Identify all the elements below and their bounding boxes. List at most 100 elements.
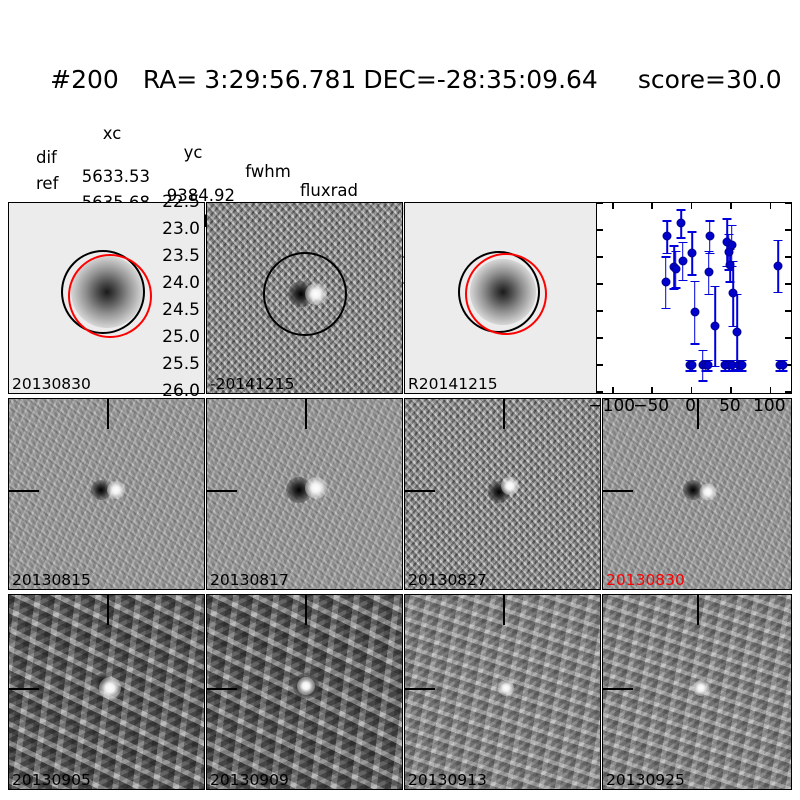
error-bar-cap [678, 279, 688, 282]
crosshair-tick-top [697, 399, 699, 429]
light-curve-plot[interactable] [596, 202, 792, 394]
error-bar-cap [698, 349, 708, 352]
x-axis-tick [730, 387, 732, 393]
crosshair-tick-left [207, 688, 237, 691]
source-positive [692, 680, 709, 697]
error-bar-cap [710, 365, 720, 368]
data-point[interactable] [737, 360, 747, 370]
data-point[interactable] [725, 260, 735, 270]
row-dif-yc: 9384.92 [166, 186, 235, 205]
x-axis-tick-label: 0 [685, 396, 696, 416]
data-point[interactable] [728, 288, 738, 298]
data-point[interactable] [704, 267, 714, 277]
crosshair-tick-top [697, 595, 699, 625]
data-point[interactable] [705, 231, 715, 241]
score-value: 30.0 [725, 65, 782, 94]
error-bar-cap [662, 220, 672, 222]
header-block: #200 RA= 3:29:56.781 DEC=-28:35:09.64 sc… [0, 0, 800, 383]
panel-label: 20130830 [12, 375, 91, 393]
aperture-circle-red [465, 253, 548, 336]
y-axis-tick-label: 24.5 [162, 300, 200, 320]
data-point[interactable] [778, 360, 788, 370]
crosshair-tick-top [304, 595, 307, 625]
crosshair-tick-top [502, 399, 505, 429]
panel-label: 20130913 [408, 771, 487, 789]
y-axis-tick [597, 202, 603, 204]
crosshair-tick-top [106, 399, 109, 429]
error-bar-cap [727, 370, 737, 372]
error-bar-cap [661, 255, 671, 258]
data-point[interactable] [687, 248, 697, 258]
object-id: #200 [50, 65, 119, 94]
x-axis-tick [612, 387, 614, 393]
data-point[interactable] [732, 327, 742, 337]
panel-epoch-20130827[interactable]: 20130827 [404, 398, 601, 590]
dec-value: -28:35:09.64 [436, 65, 598, 94]
panel-label: 20130827 [408, 571, 487, 589]
source-positive [498, 680, 515, 697]
error-bar-cap [690, 280, 700, 283]
error-bar-cap [722, 218, 732, 220]
y-axis-tick-label: 25.5 [162, 354, 200, 374]
y-axis-tick [785, 283, 791, 285]
data-point[interactable] [676, 218, 686, 228]
error-bar-cap [704, 293, 714, 296]
panel-label: R20141215 [408, 375, 498, 393]
error-bar-cap [678, 241, 688, 244]
data-point[interactable] [661, 277, 671, 287]
panel-label: 20130830 [606, 571, 685, 589]
data-point[interactable] [773, 261, 783, 271]
error-bar-cap [778, 370, 788, 372]
panel-label: 20130815 [12, 571, 91, 589]
crosshair-tick-left [405, 688, 435, 691]
data-point[interactable] [710, 321, 720, 331]
error-bar-cap [669, 245, 679, 247]
panel-epoch-20130909[interactable]: 20130909 [206, 594, 403, 790]
data-point[interactable] [687, 360, 697, 370]
y-axis-tick [785, 364, 791, 366]
y-axis-tick-label: 22.5 [162, 192, 200, 212]
panel-epoch-20130817[interactable]: 20130817 [206, 398, 403, 590]
error-bar-cap [703, 370, 713, 372]
data-point[interactable] [671, 264, 681, 274]
x-axis-tick [769, 203, 772, 209]
ra-label: RA= [142, 65, 198, 94]
x-axis-tick-label: −100 [588, 396, 636, 416]
panel-reference-image[interactable]: R20141215 [404, 202, 601, 394]
data-point[interactable] [690, 307, 700, 317]
panel-epoch-20130913[interactable]: 20130913 [404, 594, 601, 790]
error-bar-cap [698, 380, 708, 382]
y-axis-tick [597, 256, 603, 258]
crosshair-tick-left [207, 490, 237, 493]
x-axis-tick-label: 50 [719, 396, 741, 416]
error-bar-cap [687, 359, 697, 362]
source-positive [699, 483, 717, 501]
panel-epoch-20130925[interactable]: 20130925 [602, 594, 792, 790]
image-noise [207, 203, 402, 393]
panel-label: 20130817 [210, 571, 289, 589]
error-bar-cap [773, 291, 783, 294]
panel-new-image[interactable]: 20130830 [8, 202, 205, 394]
error-bar-cap [676, 208, 686, 211]
row-dif-xc: 5633.53 [81, 167, 150, 186]
data-point[interactable] [678, 256, 688, 266]
error-bar-cap [778, 359, 788, 362]
error-bar-cap [705, 220, 715, 222]
x-axis-tick [690, 387, 693, 393]
panel-epoch-20130905[interactable]: 20130905 [8, 594, 205, 790]
error-bar-cap [669, 288, 679, 290]
data-point[interactable] [703, 360, 713, 370]
panel-epoch-20130815[interactable]: 20130815 [8, 398, 205, 590]
crosshair-tick-left [9, 688, 39, 691]
y-axis-tick [785, 256, 791, 258]
panel-epoch-20130830-highlight[interactable]: 20130830 [602, 398, 792, 590]
panel-difference-image[interactable]: -20141215 [206, 202, 403, 394]
col-fwhm: fwhm [245, 162, 291, 181]
error-bar-cap [676, 237, 686, 239]
data-point[interactable] [662, 231, 672, 241]
error-bar-cap [773, 239, 783, 242]
cutout-panel-grid: 20130830 -20141215 R20141215 20130815 20… [8, 202, 792, 792]
x-axis-tick-label: 100 [753, 396, 786, 416]
data-point[interactable] [727, 240, 737, 250]
y-axis-tick [597, 310, 603, 312]
